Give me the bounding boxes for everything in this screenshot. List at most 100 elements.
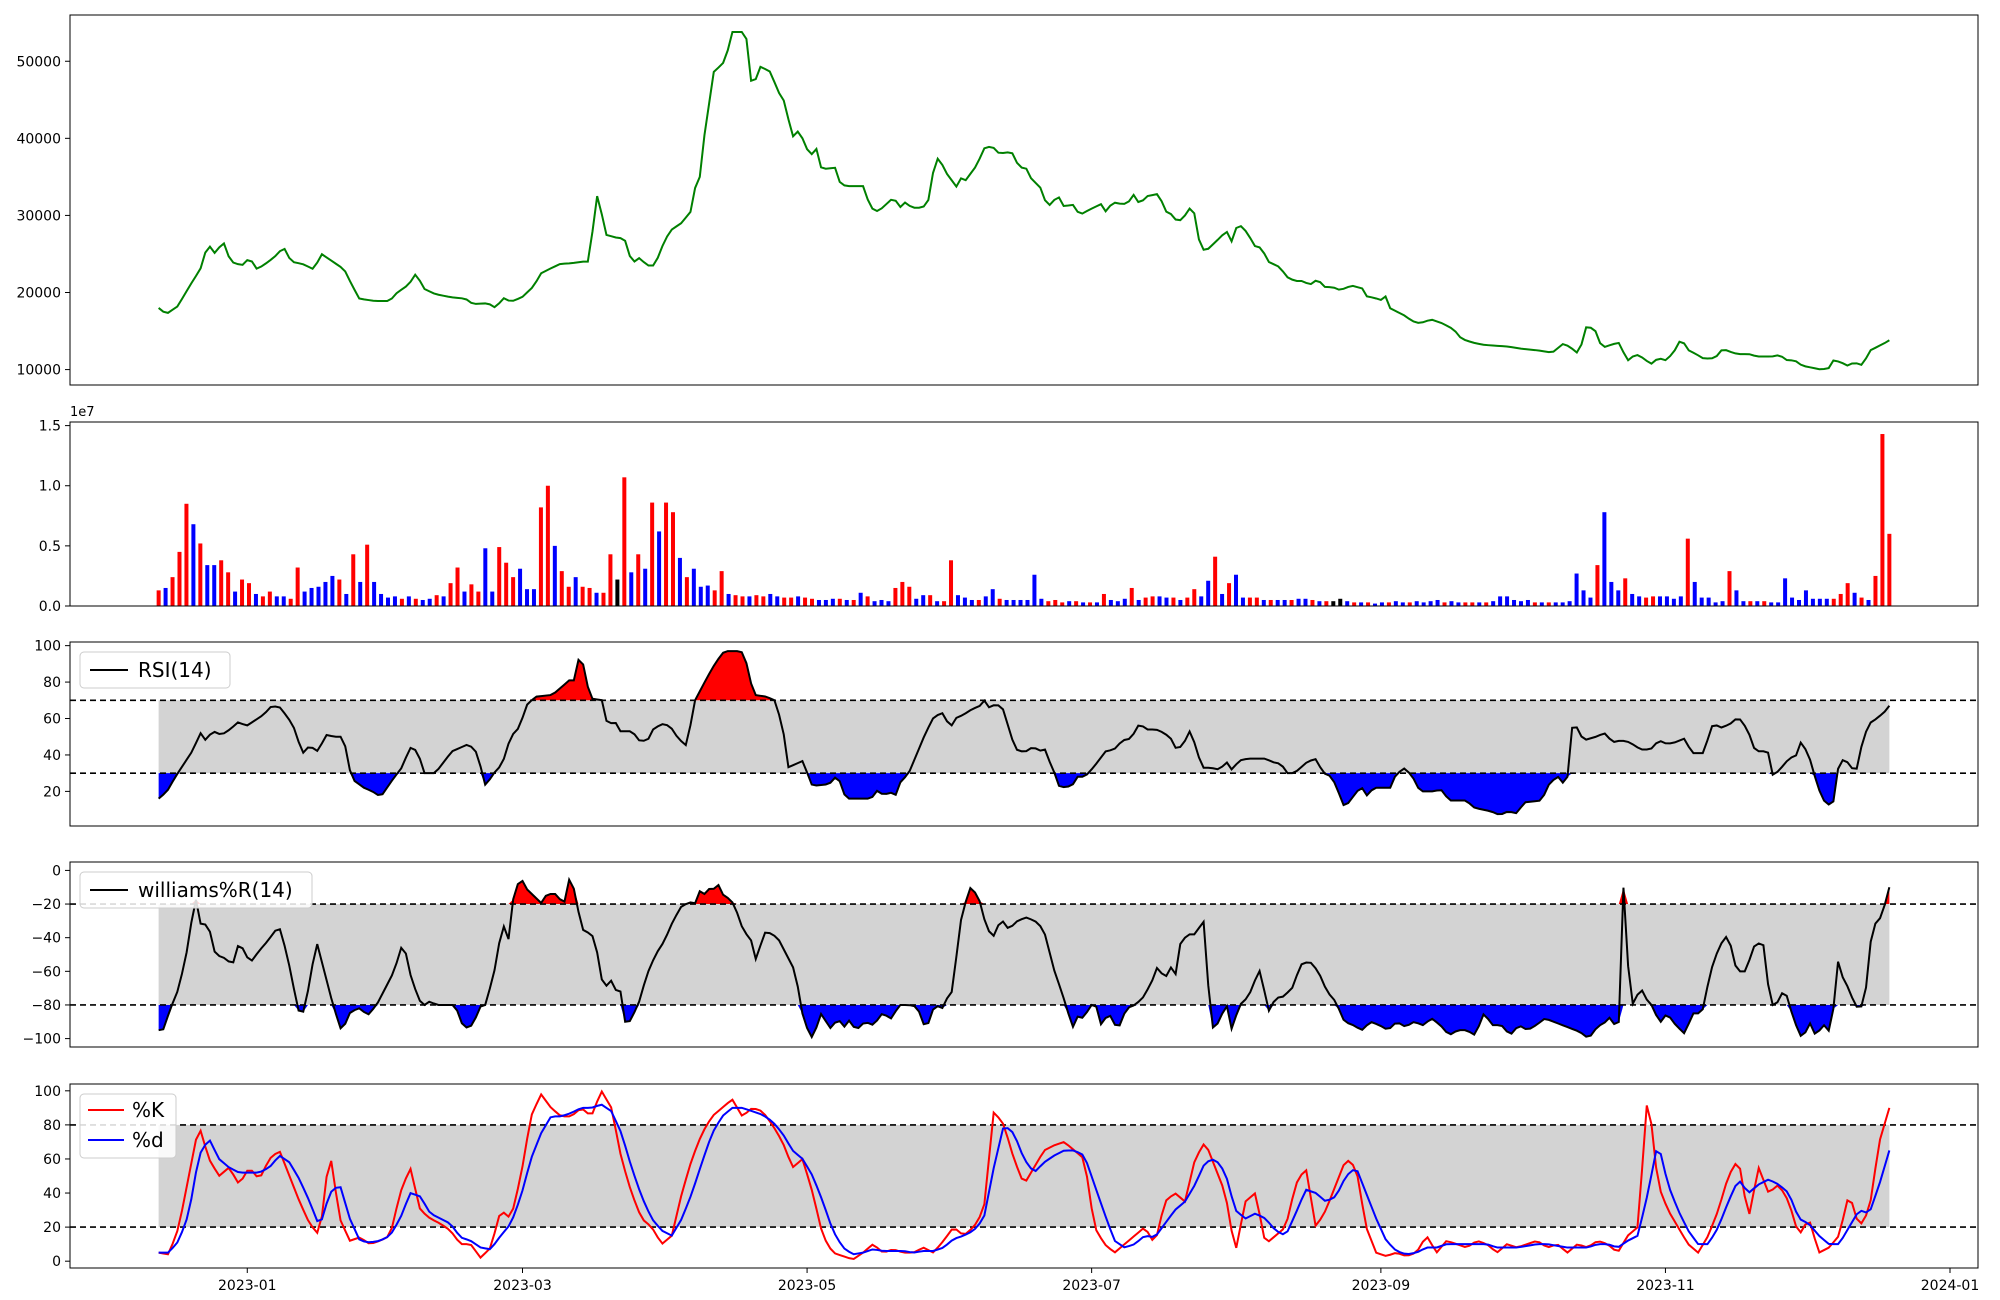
- volume-bar: [156, 590, 161, 606]
- volume-bar: [1581, 590, 1586, 606]
- stochastic-ytick-label: 60: [43, 1152, 61, 1168]
- x-tick-label: 2023-03: [493, 1278, 552, 1294]
- volume-bar: [1094, 602, 1099, 606]
- volume-bar: [406, 596, 411, 606]
- volume-bar: [1776, 602, 1781, 606]
- volume-bar: [810, 598, 814, 606]
- stochastic-legend-label: %d: [132, 1128, 164, 1152]
- rsi-line: [157, 650, 1891, 816]
- volume-bar: [1824, 598, 1829, 606]
- volume-bar: [1518, 601, 1523, 606]
- volume-bar: [796, 596, 801, 606]
- volume-bar: [935, 601, 940, 606]
- stochastic-legend: %K %d: [79, 1093, 177, 1159]
- volume-bar: [386, 597, 391, 606]
- volume-bar: [1004, 599, 1009, 606]
- volume-bar: [1303, 598, 1308, 606]
- volume-bar: [698, 586, 703, 606]
- volume-bar: [684, 577, 689, 606]
- volume-bar: [1734, 590, 1739, 606]
- volume-bar: [1324, 601, 1329, 606]
- volume-bar: [587, 587, 592, 606]
- volume-bar: [643, 568, 648, 606]
- volume-bar: [1039, 598, 1044, 606]
- volume-bar: [1317, 601, 1322, 606]
- volume-bar: [1206, 580, 1211, 606]
- volume-bar: [1060, 602, 1065, 606]
- volume-bar: [476, 591, 481, 606]
- volume-bar: [733, 595, 738, 606]
- volume-bar: [670, 512, 675, 606]
- volume-bar: [1755, 601, 1760, 606]
- volume-bar: [274, 596, 279, 606]
- volume-bar: [997, 598, 1002, 606]
- volume-bar: [1067, 601, 1072, 606]
- rsi-legend: RSI(14): [79, 651, 231, 689]
- volume-bar: [1220, 593, 1225, 606]
- williams-ytick-label: 0: [52, 863, 61, 879]
- williams-r-panel: −100 −80 −60 −40 −20 0 williams%R(14): [23, 861, 1979, 1048]
- volume-bar: [1678, 596, 1683, 606]
- volume-bar: [830, 598, 835, 606]
- volume-bar: [1748, 601, 1753, 606]
- volume-bar: [469, 584, 474, 606]
- volume-bar: [455, 567, 460, 606]
- volume-bar: [1352, 602, 1357, 606]
- price-ytick-label: 30000: [16, 208, 61, 224]
- volume-bar: [344, 593, 349, 606]
- volume-bar: [1150, 596, 1155, 606]
- volume-bar: [1331, 601, 1336, 606]
- volume-bar: [1491, 601, 1496, 606]
- volume-bar: [1588, 597, 1593, 606]
- williams-ytick-label: −100: [23, 1032, 61, 1048]
- volume-bar: [1386, 602, 1391, 606]
- volume-bar: [1838, 593, 1843, 606]
- volume-bar: [1456, 602, 1461, 606]
- price-ytick-label: 10000: [16, 363, 61, 379]
- volume-bar: [323, 581, 328, 606]
- volume-bar: [1845, 583, 1850, 606]
- stochastic-ytick-label: 40: [43, 1186, 61, 1202]
- volume-bar: [1609, 581, 1614, 606]
- volume-bar: [358, 581, 363, 606]
- volume-bar: [1275, 599, 1280, 606]
- rsi-ytick-label: 40: [43, 748, 61, 764]
- volume-bar: [226, 572, 231, 606]
- volume-bar: [782, 597, 787, 606]
- volume-bar: [295, 567, 300, 606]
- volume-bar: [205, 565, 210, 606]
- volume-bar: [1435, 599, 1440, 606]
- volume-bar: [1234, 574, 1238, 606]
- volume-bar: [789, 597, 794, 606]
- volume-bar: [1018, 599, 1023, 606]
- williams-line: [158, 876, 1891, 1040]
- price-ytick-label: 40000: [16, 131, 61, 147]
- volume-bar: [1512, 599, 1517, 606]
- volume-bar: [900, 581, 905, 606]
- volume-bar: [518, 568, 523, 606]
- volume-bar: [1289, 599, 1294, 606]
- volume-bar: [1143, 597, 1148, 606]
- volume-bar: [1032, 574, 1037, 606]
- williams-frame: [69, 861, 1979, 1048]
- volume-bar: [636, 554, 641, 606]
- stochastic-ytick-label: 80: [43, 1118, 61, 1134]
- volume-bar: [281, 596, 286, 606]
- volume-bar: [1407, 602, 1412, 606]
- volume-bar: [573, 577, 578, 606]
- volume-bar: [1261, 599, 1266, 606]
- volume-bar: [1428, 601, 1433, 606]
- volume-bar: [1498, 596, 1503, 606]
- volume-bar: [538, 507, 543, 606]
- volume-bar: [1379, 602, 1384, 606]
- price-line: [158, 30, 1890, 371]
- stochastic-ytick-label: 0: [52, 1254, 61, 1270]
- volume-bar: [1101, 593, 1106, 606]
- volume-bar: [219, 560, 224, 606]
- volume-bar: [1546, 602, 1551, 606]
- shared-date-axis: 2023-01 2023-03 2023-05 2023-07 2023-09 2023-…: [218, 1268, 1979, 1294]
- volume-bar: [1136, 599, 1141, 606]
- volume-bar: [893, 587, 898, 606]
- volume-bar: [1887, 533, 1892, 606]
- volume-bar: [566, 586, 571, 606]
